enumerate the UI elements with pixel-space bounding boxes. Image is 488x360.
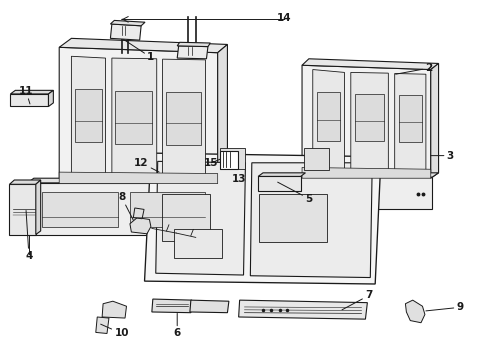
Polygon shape bbox=[59, 39, 227, 53]
Text: 7: 7 bbox=[341, 291, 372, 310]
Polygon shape bbox=[258, 173, 438, 177]
Text: 3: 3 bbox=[430, 150, 453, 161]
Polygon shape bbox=[96, 317, 109, 333]
Text: 15: 15 bbox=[203, 158, 220, 168]
Bar bbox=[115, 91, 152, 144]
Polygon shape bbox=[10, 94, 48, 107]
Polygon shape bbox=[394, 73, 425, 174]
Polygon shape bbox=[177, 42, 210, 46]
Bar bbox=[130, 192, 205, 227]
Polygon shape bbox=[133, 208, 144, 219]
Polygon shape bbox=[312, 69, 344, 171]
Polygon shape bbox=[152, 299, 191, 313]
Bar bbox=[259, 194, 327, 242]
Text: 5: 5 bbox=[277, 182, 312, 204]
Bar bbox=[316, 92, 339, 140]
Polygon shape bbox=[110, 24, 141, 40]
Text: 14: 14 bbox=[277, 13, 291, 23]
Text: 4: 4 bbox=[25, 211, 33, 261]
Bar bbox=[173, 229, 221, 258]
Bar bbox=[398, 95, 421, 142]
Polygon shape bbox=[9, 180, 41, 184]
Polygon shape bbox=[112, 58, 157, 176]
Polygon shape bbox=[238, 300, 366, 319]
Polygon shape bbox=[156, 161, 245, 275]
Polygon shape bbox=[258, 177, 431, 210]
Text: 6: 6 bbox=[173, 314, 181, 338]
Polygon shape bbox=[102, 301, 126, 318]
Polygon shape bbox=[130, 218, 151, 234]
Polygon shape bbox=[27, 178, 228, 183]
Polygon shape bbox=[177, 46, 207, 59]
Text: 8: 8 bbox=[118, 192, 133, 220]
Text: 9: 9 bbox=[425, 302, 463, 312]
Bar bbox=[304, 148, 329, 170]
Text: 13: 13 bbox=[231, 174, 245, 184]
Bar bbox=[161, 194, 210, 241]
Text: 11: 11 bbox=[19, 86, 33, 104]
Text: 12: 12 bbox=[134, 158, 159, 172]
Polygon shape bbox=[217, 44, 227, 184]
Bar bbox=[354, 94, 383, 141]
Text: 1: 1 bbox=[123, 40, 154, 62]
Polygon shape bbox=[405, 300, 424, 323]
Polygon shape bbox=[162, 59, 205, 177]
Polygon shape bbox=[27, 183, 222, 234]
Polygon shape bbox=[9, 184, 36, 234]
Polygon shape bbox=[59, 47, 217, 184]
Polygon shape bbox=[302, 167, 430, 178]
Polygon shape bbox=[110, 21, 145, 26]
Polygon shape bbox=[144, 153, 380, 284]
Polygon shape bbox=[350, 72, 387, 172]
Text: 2: 2 bbox=[395, 63, 431, 74]
Polygon shape bbox=[302, 65, 430, 178]
Text: 10: 10 bbox=[101, 324, 129, 338]
Polygon shape bbox=[258, 173, 305, 176]
Bar bbox=[75, 89, 102, 142]
Bar bbox=[219, 150, 238, 168]
Bar bbox=[220, 148, 245, 169]
Polygon shape bbox=[189, 300, 228, 313]
Bar bbox=[42, 192, 118, 227]
Polygon shape bbox=[48, 90, 53, 107]
Polygon shape bbox=[36, 180, 41, 234]
Polygon shape bbox=[71, 56, 105, 175]
Polygon shape bbox=[250, 163, 371, 278]
Polygon shape bbox=[59, 172, 217, 184]
Polygon shape bbox=[302, 59, 438, 69]
Bar bbox=[166, 92, 200, 145]
Polygon shape bbox=[258, 176, 300, 192]
Polygon shape bbox=[430, 63, 438, 178]
Polygon shape bbox=[10, 90, 53, 94]
